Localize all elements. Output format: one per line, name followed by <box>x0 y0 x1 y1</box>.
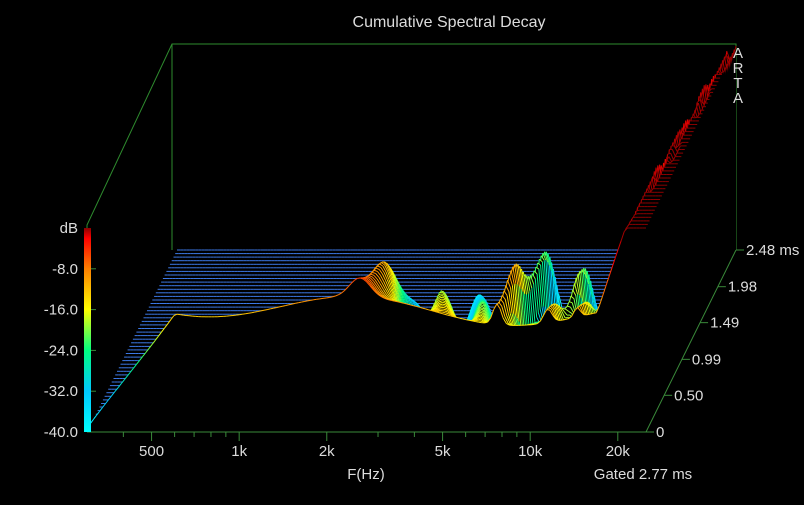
t-ticks: 0 0.50 0.99 1.49 1.98 2.48 ms <box>646 242 799 441</box>
x-tick-label: 500 <box>139 443 164 460</box>
x-tick-label: 10k <box>518 443 543 460</box>
t-axis-line <box>645 249 737 433</box>
z-tick-label: -40.0 <box>44 424 78 441</box>
t-tick-label: 1.98 <box>728 279 757 296</box>
t-tick-label: 0.99 <box>692 351 721 368</box>
waterfall-slices <box>86 45 737 432</box>
z-tick-label: -32.0 <box>44 383 78 400</box>
x-ticks: 500 1k 2k 5k 10k 20k <box>122 432 631 460</box>
x-tick-label: 20k <box>606 443 631 460</box>
brand-letter: T <box>733 75 742 92</box>
brand-letter: A <box>733 90 743 107</box>
gated-label: Gated 2.77 ms <box>594 466 692 483</box>
t-tick-label: 0 <box>656 424 664 441</box>
t-tick-label: 1.49 <box>710 315 739 332</box>
t-tick-label: 2.48 ms <box>746 242 799 259</box>
z-axis-label: dB <box>60 220 78 237</box>
brand-letter: R <box>733 60 744 77</box>
x-axis-label: F(Hz) <box>347 466 385 483</box>
z-tick-label: -24.0 <box>44 342 78 359</box>
t-tick-label: 0.50 <box>674 387 703 404</box>
x-tick-label: 5k <box>435 443 451 460</box>
decay-slice <box>86 227 646 432</box>
color-bar <box>84 228 91 432</box>
x-tick-label: 2k <box>319 443 335 460</box>
z-ticks: -8.0 -16.0 -24.0 -32.0 -40.0 <box>44 261 96 441</box>
brand-letter: A <box>733 45 743 62</box>
z-tick-label: -8.0 <box>52 261 78 278</box>
chart-title: Cumulative Spectral Decay <box>353 14 546 31</box>
x-tick-label: 1k <box>231 443 247 460</box>
z-tick-label: -16.0 <box>44 302 78 319</box>
